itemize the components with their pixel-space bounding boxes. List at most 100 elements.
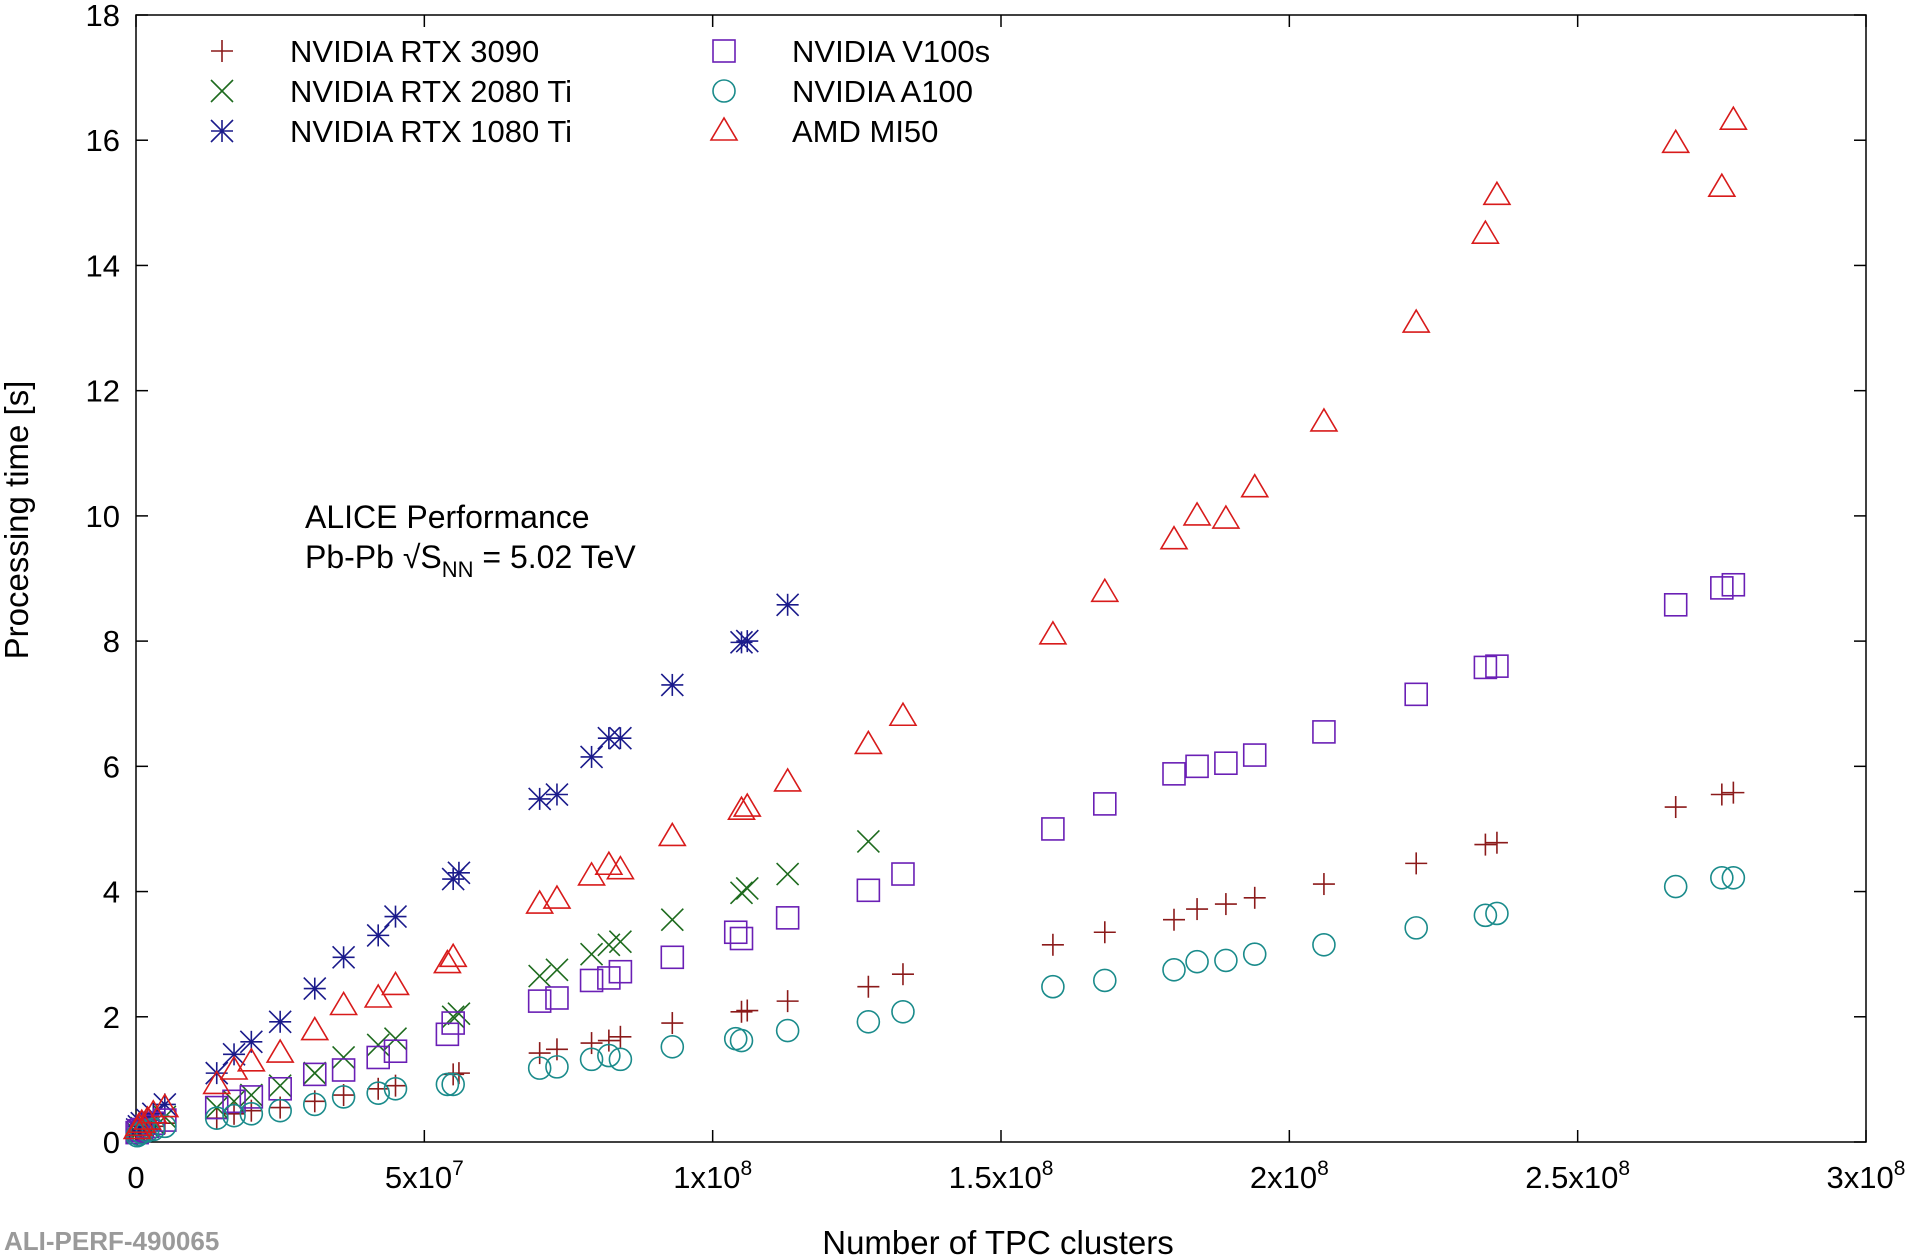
data-point: [1038, 620, 1068, 645]
data-point: [594, 850, 624, 876]
legend-label: NVIDIA RTX 3090: [290, 34, 539, 69]
data-point: [1485, 654, 1509, 678]
legend-marker-plus-icon: [211, 40, 233, 62]
data-point: [438, 942, 468, 968]
data-point: [1242, 942, 1267, 966]
x-tick-label-base: 0: [127, 1160, 144, 1195]
legend-label: AMD MI50: [792, 114, 938, 149]
data-point: [1470, 219, 1500, 244]
y-tick-label: 0: [103, 1125, 120, 1160]
annotation-system-suffix: = 5.02 TeV: [474, 539, 637, 575]
data-point: [1710, 783, 1733, 806]
data-point: [729, 881, 754, 905]
x-tick-label-base: 5x10: [385, 1160, 452, 1195]
data-point: [1041, 933, 1064, 956]
x-tick-label: 2x108: [1250, 1157, 1329, 1195]
data-point: [891, 862, 915, 886]
data-point: [1312, 720, 1336, 744]
data-point: [332, 1045, 356, 1070]
legend-item: NVIDIA RTX 3090: [211, 34, 539, 69]
data-point: [580, 942, 604, 966]
data-point: [153, 1114, 177, 1139]
data-point: [545, 986, 569, 1010]
data-point: [441, 1072, 465, 1097]
data-point: [891, 999, 915, 1024]
data-point: [661, 1012, 684, 1035]
legend-item: NVIDIA RTX 1080 Ti: [210, 114, 572, 149]
data-point: [723, 920, 748, 945]
data-point: [1185, 949, 1209, 974]
data-point: [1163, 908, 1185, 931]
data-point: [609, 1025, 632, 1048]
data-point: [735, 876, 759, 900]
data-point: [1243, 886, 1266, 909]
data-point: [1663, 592, 1688, 617]
data-point: [775, 906, 800, 930]
series-nvidia-rtx-1080-ti: [125, 593, 800, 1142]
annotation-system: Pb-Pb √SNN = 5.02 TeV: [305, 539, 636, 582]
data-point: [545, 958, 569, 982]
x-tick-label: 5x107: [385, 1157, 464, 1195]
data-point: [1721, 572, 1746, 597]
series-amd-mi50: [122, 105, 1748, 1140]
y-tick-label: 14: [86, 248, 120, 283]
x-tick-label-base: 1.5x10: [949, 1160, 1042, 1195]
data-point: [542, 884, 572, 909]
data-point: [222, 1103, 246, 1128]
data-point: [1664, 796, 1687, 819]
legend-label: NVIDIA RTX 1080 Ti: [290, 114, 572, 149]
x-tick-label-exponent: 8: [1317, 1157, 1329, 1180]
data-point: [447, 861, 471, 885]
y-tick-label: 8: [103, 624, 120, 659]
data-point: [302, 1092, 327, 1117]
data-point: [735, 629, 759, 653]
data-point: [202, 1069, 232, 1095]
data-point: [1214, 751, 1238, 776]
data-point: [580, 745, 604, 769]
data-point: [366, 1033, 390, 1057]
data-point: [1041, 974, 1065, 999]
x-tick-label: 1.5x108: [949, 1157, 1054, 1195]
data-point: [302, 1062, 327, 1087]
annotation-system-subscript: NN: [442, 557, 474, 582]
data-point: [657, 821, 687, 847]
data-point: [239, 1102, 264, 1126]
data-point: [1721, 865, 1746, 890]
data-point: [891, 963, 914, 986]
data-point: [1312, 873, 1335, 896]
data-point: [856, 878, 881, 903]
legend-item: NVIDIA RTX 2080 Ti: [210, 74, 572, 109]
data-point: [366, 923, 390, 947]
data-point: [579, 1047, 604, 1072]
y-tick-label: 16: [86, 123, 120, 158]
data-point: [204, 1106, 229, 1131]
data-point: [773, 767, 803, 792]
series-nvidia-rtx-2080-ti: [125, 829, 880, 1145]
data-point: [332, 945, 356, 969]
x-tick-label: 0: [127, 1160, 144, 1195]
legend-marker-square-icon: [712, 39, 736, 63]
data-point: [1405, 852, 1428, 875]
data-point: [239, 1083, 263, 1107]
data-point: [331, 1058, 356, 1082]
data-point: [239, 1085, 264, 1109]
y-tick-label: 10: [86, 499, 120, 534]
data-point: [608, 959, 633, 984]
y-tick-label: 4: [103, 875, 120, 910]
data-point: [1185, 754, 1209, 779]
data-point: [1211, 504, 1241, 529]
data-point: [608, 1047, 633, 1072]
data-point: [527, 1056, 552, 1080]
legend-label: NVIDIA V100s: [792, 34, 990, 69]
data-point: [268, 1010, 292, 1034]
x-tick-label-exponent: 8: [1618, 1157, 1630, 1180]
data-point: [127, 1108, 157, 1134]
legend-item: NVIDIA V100s: [712, 34, 990, 69]
x-tick-label: 1x108: [673, 1157, 752, 1195]
legend-item: NVIDIA A100: [712, 74, 973, 109]
data-point: [605, 855, 635, 880]
legend-item: AMD MI50: [709, 114, 938, 149]
data-point: [776, 593, 800, 617]
legend-marker-star-icon: [210, 119, 234, 143]
